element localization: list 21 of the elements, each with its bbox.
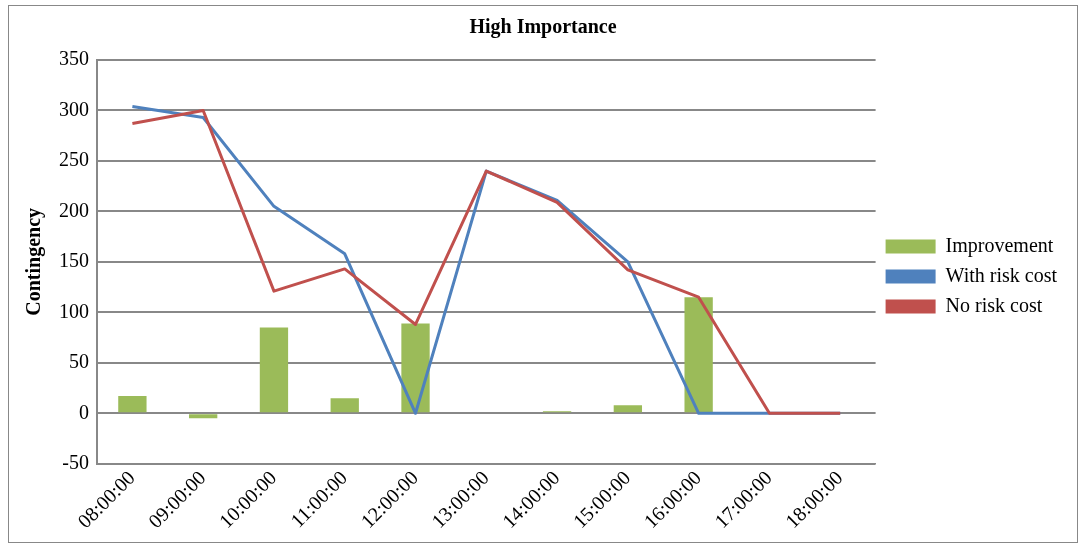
y-tick-label: -50 <box>62 450 89 473</box>
y-tick-label: 100 <box>59 299 89 322</box>
bar <box>684 297 713 413</box>
y-tick-label: 250 <box>59 148 89 171</box>
bar <box>189 414 218 419</box>
bar <box>401 323 430 413</box>
bar <box>613 405 643 413</box>
chart-title: High Importance <box>469 15 617 39</box>
y-axis-title: Contingency <box>22 207 46 316</box>
y-tick-label: 200 <box>59 198 89 221</box>
bar <box>118 396 147 413</box>
y-tick-label: 300 <box>59 97 89 120</box>
bar <box>330 398 359 413</box>
y-tick-label: 350 <box>59 47 89 70</box>
bar <box>259 327 289 413</box>
legend-label: Improvement <box>945 233 1054 257</box>
legend-label: No risk cost <box>945 293 1043 316</box>
legend-label: With risk cost <box>945 263 1058 286</box>
y-tick-label: 50 <box>69 350 89 373</box>
y-tick-label: 150 <box>59 249 89 272</box>
y-tick-label: 0 <box>79 400 89 423</box>
